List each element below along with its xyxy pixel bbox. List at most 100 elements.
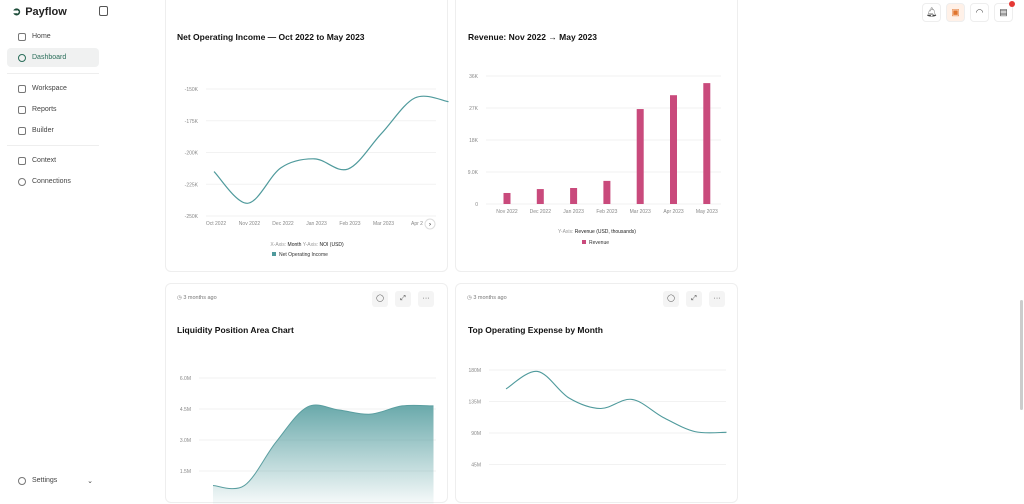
y-tick-label: -250K — [185, 214, 199, 220]
revenue-bar — [570, 188, 578, 204]
x-tick-label: Feb 2023 — [596, 209, 617, 215]
sidebar-item-reports[interactable]: Reports — [7, 100, 99, 119]
sidebar-item-connections[interactable]: Connections — [7, 172, 99, 191]
card-title: Revenue: Nov 2022 → May 2023 — [468, 32, 597, 42]
updated-time: ◷ 3 months ago — [177, 295, 217, 301]
label: Home — [32, 33, 51, 40]
chevron-right-icon: › — [429, 222, 431, 228]
folder-icon — [18, 84, 26, 93]
dashboard-icon — [18, 53, 26, 62]
sidebar-toggle-icon[interactable] — [99, 6, 108, 16]
legend-label: Revenue — [589, 240, 609, 246]
liquidity-area-chart: 6.0M 4.5M 3.0M 1.5M — [180, 376, 436, 504]
sidebar-item-context[interactable]: Context — [7, 151, 99, 170]
gift-icon: ▣ — [951, 7, 960, 17]
card-title: Top Operating Expense by Month — [468, 325, 603, 335]
sidebar-item-dashboard[interactable]: Dashboard — [7, 48, 99, 67]
scroll-right-button — [424, 218, 436, 230]
y-tick-label: 1.5M — [180, 469, 191, 475]
gift-button[interactable]: ▣ — [946, 3, 965, 22]
headset-icon: ◠ — [975, 7, 984, 17]
divider — [7, 73, 99, 74]
sidebar-item-workspace[interactable]: Workspace — [7, 79, 99, 98]
updated-label: 3 months ago — [183, 295, 217, 301]
revenue-bar — [703, 83, 711, 204]
axis-caption: X-Axis: Month Y-Axis: NOI (USD) — [270, 242, 344, 248]
builder-icon — [18, 126, 26, 135]
y-tick-label: 180M — [468, 368, 481, 374]
y-tick-label: 18K — [469, 138, 479, 144]
comment-button[interactable]: ◯ — [372, 291, 388, 307]
y-tick-label: -175K — [185, 119, 199, 125]
card-expense: ◷ 3 months ago ◯ ⤢ ··· Top Operating Exp… — [455, 283, 738, 503]
updated-time: ◷ 3 months ago — [467, 295, 507, 301]
x-tick-label: Nov 2022 — [239, 221, 261, 227]
y-tick-label: 36K — [469, 74, 479, 80]
x-tick-label: Dec 2022 — [530, 209, 552, 215]
label: Workspace — [32, 85, 67, 92]
more-icon: ··· — [713, 295, 721, 302]
legend-swatch — [272, 252, 276, 256]
sidebar-item-settings[interactable]: Settings ⌄ — [7, 471, 99, 490]
support-button[interactable]: ◠ — [970, 3, 989, 22]
y-tick-label: -200K — [185, 151, 199, 157]
notifications-button[interactable]: 🔔︎ — [922, 3, 941, 22]
comment-icon: ◯ — [376, 295, 384, 302]
comment-button[interactable]: ◯ — [663, 291, 679, 307]
app-name: Payflow — [25, 5, 67, 18]
expand-icon: ⤢ — [691, 295, 697, 302]
label: Dashboard — [32, 54, 67, 61]
x-tick-label: Oct 2022 — [206, 221, 227, 227]
expense-line — [505, 370, 727, 434]
sidebar-item-builder[interactable]: Builder — [7, 121, 99, 140]
notification-dot — [1009, 1, 1015, 7]
card-title: Net Operating Income — Oct 2022 to May 2… — [177, 32, 365, 42]
y-tick-label: 4.5M — [180, 407, 191, 413]
bell-icon: 🔔︎ — [925, 7, 938, 17]
revenue-bar — [670, 95, 677, 204]
x-tick-label: Apr 2 — [411, 221, 423, 227]
label: Connections — [32, 178, 71, 185]
liquidity-area — [213, 404, 434, 504]
noi-series-line — [213, 95, 449, 204]
card-noi: Net Operating Income — Oct 2022 to May 2… — [165, 0, 449, 272]
logo-icon: ➲ — [12, 6, 22, 18]
y-tick-label: 9.0K — [468, 170, 479, 176]
x-tick-label: Jan 2023 — [306, 221, 327, 227]
y-tick-label: 135M — [468, 400, 481, 406]
updated-label: 3 months ago — [473, 295, 507, 301]
axis-caption: Y-Axis: Revenue (USD, thousands) — [558, 229, 636, 235]
more-button[interactable]: ··· — [418, 291, 434, 307]
card-title: Liquidity Position Area Chart — [177, 325, 294, 335]
x-tick-label: Dec 2022 — [272, 221, 294, 227]
scrollbar[interactable] — [1020, 300, 1023, 410]
x-tick-label: Apr 2023 — [663, 209, 684, 215]
link-icon — [18, 177, 26, 186]
noi-line-chart: -150K -175K -200K -225K -250K Oct 2022 Nov 202… — [185, 87, 449, 258]
more-icon: ··· — [422, 295, 430, 302]
expand-button[interactable]: ⤢ — [395, 291, 411, 307]
card-liquidity: ◷ 3 months ago ◯ ⤢ ··· Liquidity Positio… — [165, 283, 448, 504]
home-icon — [18, 32, 26, 41]
sliders-icon — [18, 156, 26, 165]
x-tick-label: Mar 2023 — [373, 221, 394, 227]
divider — [7, 145, 99, 146]
x-tick-label: Feb 2023 — [339, 221, 360, 227]
report-icon — [18, 105, 26, 114]
label: Context — [32, 157, 57, 164]
revenue-bar — [636, 109, 644, 204]
sidebar-item-home[interactable]: Home — [7, 27, 99, 46]
docs-button[interactable]: ▤ — [994, 1, 1015, 22]
card-revenue: Revenue: Nov 2022 → May 2023 36K 27K 18K 9.… — [455, 0, 738, 272]
document-icon: ▤ — [999, 7, 1008, 17]
expand-icon: ⤢ — [400, 295, 406, 302]
liquidity-line — [212, 404, 434, 490]
revenue-bar — [536, 189, 544, 204]
expense-line-chart: 180M 135M 90M 45M — [468, 368, 727, 469]
y-tick-label: 90M — [471, 431, 481, 437]
sidebar: ➲ Payflow Home Dashboard Workspace Report… — [0, 0, 108, 496]
expand-button[interactable]: ⤢ — [686, 291, 702, 307]
more-button[interactable]: ··· — [709, 291, 725, 307]
label: Settings — [32, 477, 58, 484]
logo[interactable]: ➲ Payflow — [12, 5, 67, 19]
